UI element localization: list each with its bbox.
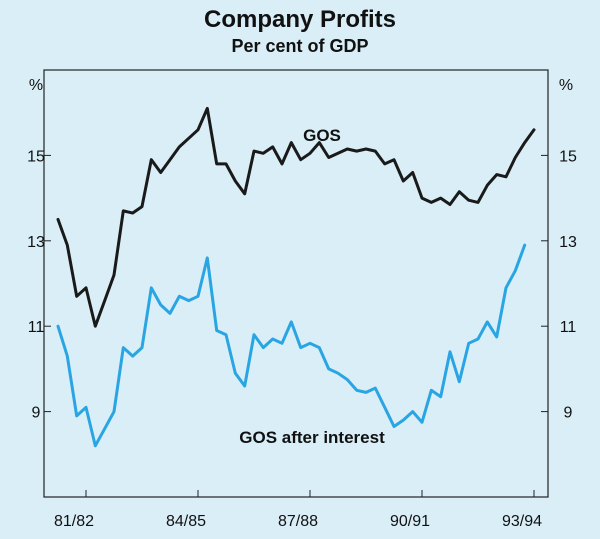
chart-title: Company Profits [203, 6, 397, 33]
y-tick-label-right: 9 [564, 405, 573, 422]
series-line-gos [56, 106, 536, 328]
chart-subtitle: Per cent of GDP [231, 36, 369, 56]
series-line-gos-after-interest [56, 243, 527, 448]
y-axis-unit-left: % [29, 77, 43, 94]
x-tick-label: 90/91 [390, 513, 430, 530]
x-tick-label: 87/88 [278, 513, 318, 530]
y-tick-label-left: 13 [27, 234, 45, 251]
y-tick-label-right: 13 [559, 234, 577, 251]
y-tick-label-right: 15 [559, 148, 577, 165]
x-tick-label: 84/85 [166, 513, 206, 530]
x-tick-label: 93/94 [502, 513, 542, 530]
series-label-gos-after-interest: GOS after interest [239, 428, 385, 447]
y-tick-label-left: 9 [32, 405, 41, 422]
x-tick-label: 81/82 [54, 513, 94, 530]
series-label-gos: GOS [303, 126, 341, 145]
plot-frame [43, 69, 549, 498]
y-axis-unit-right: % [559, 77, 573, 94]
y-tick-label-left: 15 [27, 148, 45, 165]
y-tick-label-right: 11 [560, 319, 577, 336]
y-tick-label-left: 11 [28, 319, 45, 336]
